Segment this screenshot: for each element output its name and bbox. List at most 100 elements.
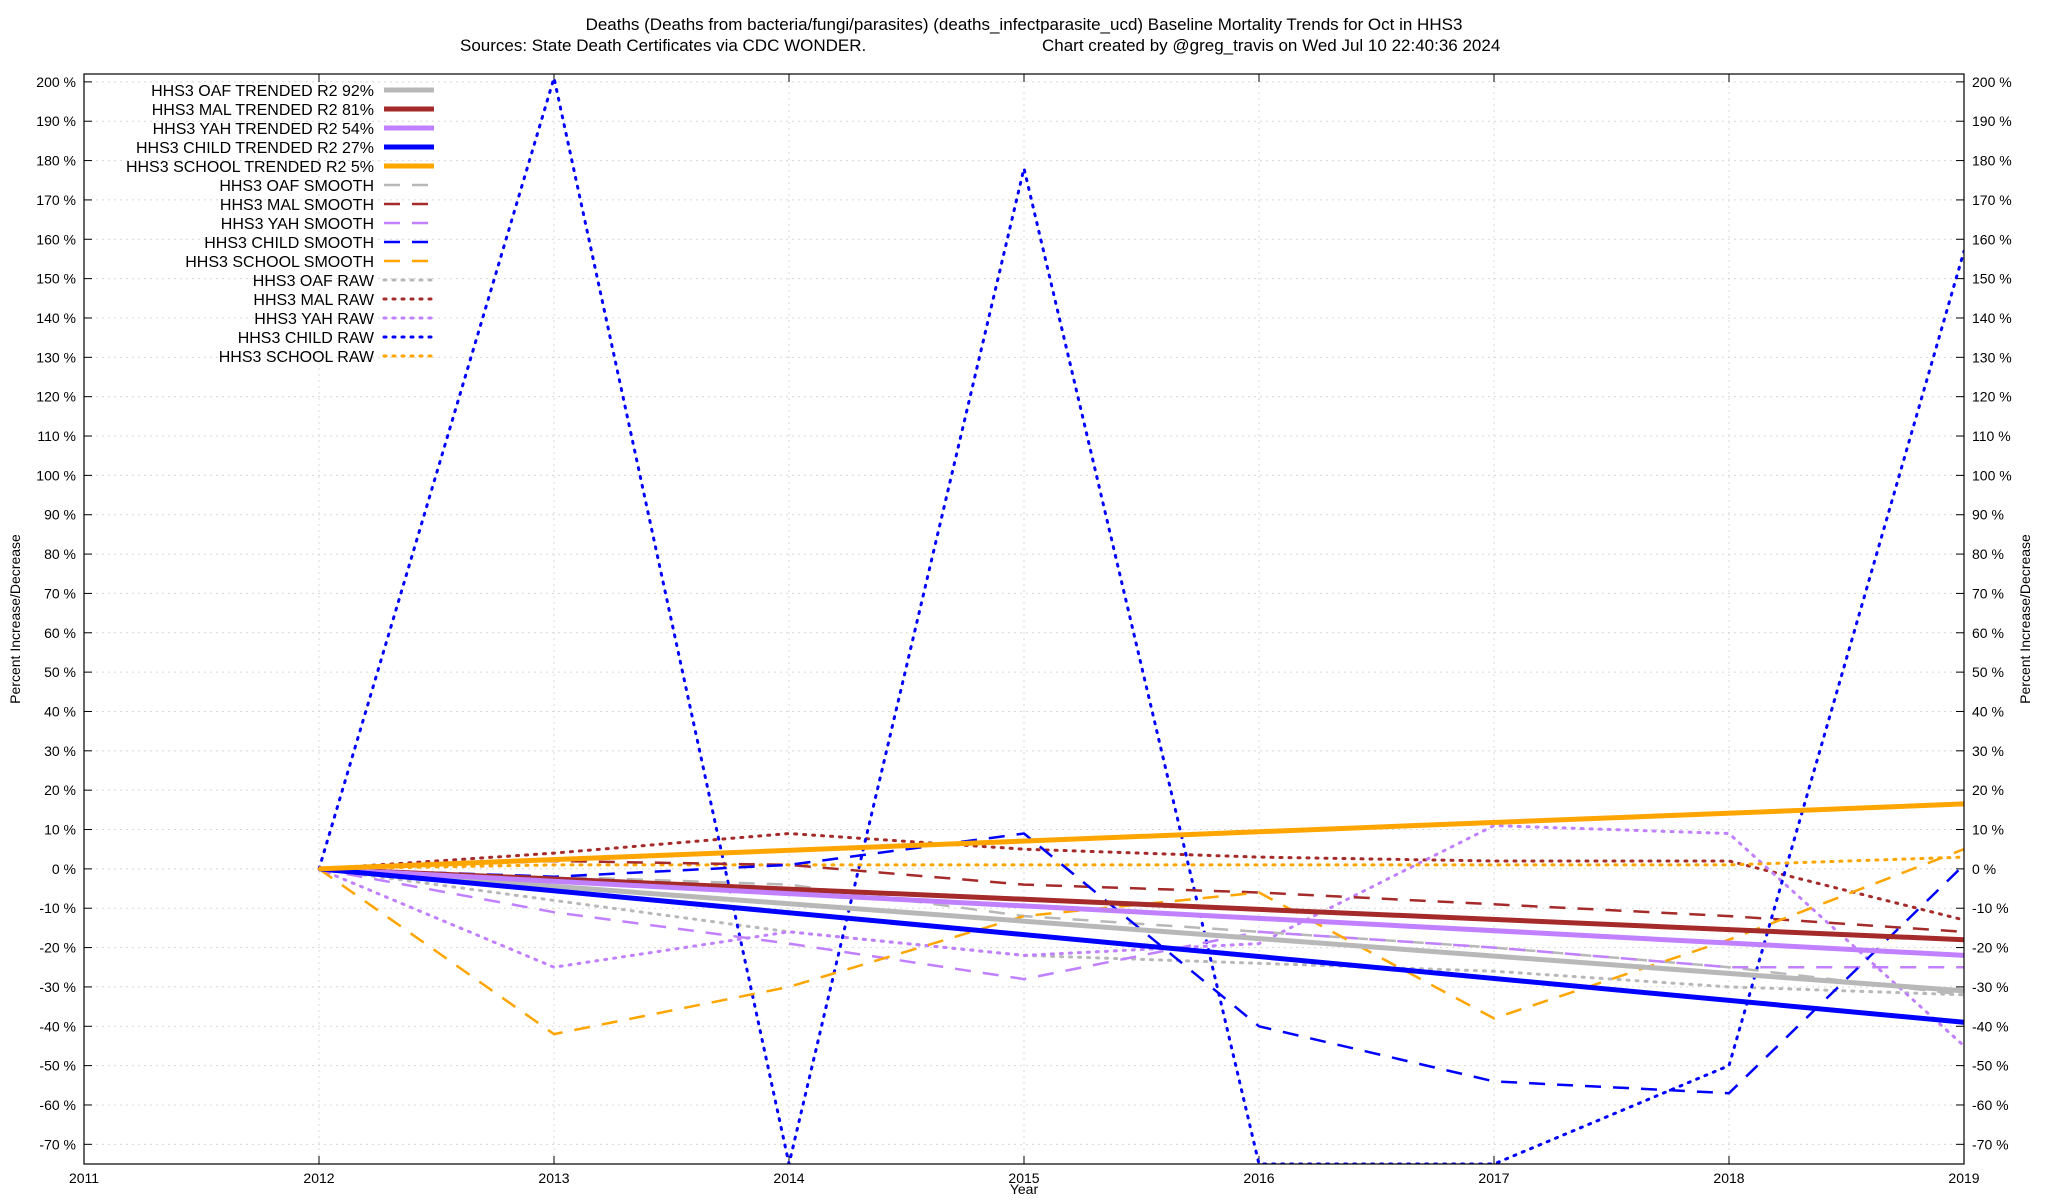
x-tick-label: 2019 <box>1948 1170 1979 1186</box>
y-axis-right-ticks: 200 % 190 % 180 % 170 % 160 % 150 % 140 % 130 %… <box>1956 74 2012 1152</box>
x-tick-label: 2014 <box>773 1170 804 1186</box>
y-tick-label-right: 190 % <box>1972 113 2012 129</box>
y-tick-label-left: 20 % <box>44 782 76 798</box>
y-tick-label-left: 0 % <box>52 861 76 877</box>
y-tick-label-right: 70 % <box>1972 585 2004 601</box>
series-line-12 <box>317 824 1964 1048</box>
y-tick-label-left: 140 % <box>36 310 76 326</box>
chart-title: Deaths (Deaths from bacteria/fungi/paras… <box>586 15 1463 34</box>
y-tick-label-right: 60 % <box>1972 625 2004 641</box>
y-tick-label-left: 40 % <box>44 703 76 719</box>
legend-label: HHS3 OAF TRENDED R2 92% <box>151 83 374 100</box>
y-tick-label-left: -70 % <box>39 1136 76 1152</box>
y-tick-label-right: 200 % <box>1972 74 2012 90</box>
legend-label: HHS3 CHILD TRENDED R2 27% <box>136 140 374 157</box>
y-axis-label-left: Percent Increase/Decrease <box>7 534 23 704</box>
legend-label: HHS3 YAH RAW <box>254 311 375 328</box>
legend-label: HHS3 MAL SMOOTH <box>220 197 374 214</box>
y-axis-left-ticks: 200 % 190 % 180 % 170 % 160 % 150 % 140 % 130 %… <box>36 74 92 1152</box>
y-tick-label-right: 130 % <box>1972 349 2012 365</box>
y-tick-label-left: 50 % <box>44 664 76 680</box>
y-tick-label-left: 120 % <box>36 389 76 405</box>
y-tick-label-right: 110 % <box>1972 428 2011 444</box>
y-tick-label-right: 40 % <box>1972 703 2004 719</box>
y-tick-label-right: 170 % <box>1972 192 2012 208</box>
y-tick-label-left: 80 % <box>44 546 76 562</box>
legend-label: HHS3 CHILD SMOOTH <box>204 235 374 252</box>
x-tick-label: 2017 <box>1478 1170 1509 1186</box>
y-tick-label-left: -40 % <box>39 1018 76 1034</box>
y-tick-label-left: 150 % <box>36 271 76 287</box>
y-tick-label-left: 60 % <box>44 625 76 641</box>
legend-label: HHS3 YAH SMOOTH <box>221 216 374 233</box>
x-tick-label: 2012 <box>303 1170 334 1186</box>
y-tick-label-right: 140 % <box>1972 310 2012 326</box>
y-tick-label-right: 120 % <box>1972 389 2012 405</box>
series-line-1 <box>318 866 1964 943</box>
x-tick-label: 2018 <box>1713 1170 1744 1186</box>
y-tick-label-right: 150 % <box>1972 271 2012 287</box>
legend-label: HHS3 SCHOOL TRENDED R2 5% <box>126 159 374 176</box>
y-tick-label-right: -50 % <box>1972 1058 2009 1074</box>
series-line-6 <box>318 859 1964 934</box>
y-tick-label-right: 50 % <box>1972 664 2004 680</box>
y-tick-label-left: 90 % <box>44 507 76 523</box>
x-axis-label: Year <box>1010 1181 1039 1197</box>
y-tick-label-right: -10 % <box>1972 900 2009 916</box>
y-tick-label-left: 200 % <box>36 74 76 90</box>
y-tick-label-left: -30 % <box>39 979 76 995</box>
y-tick-label-left: 160 % <box>36 231 76 247</box>
series-line-10 <box>317 867 1964 997</box>
y-tick-label-left: 10 % <box>44 822 76 838</box>
y-tick-label-right: 20 % <box>1972 782 2004 798</box>
series-group <box>317 76 1964 1164</box>
y-tick-label-left: -20 % <box>39 940 76 956</box>
x-tick-label: 2013 <box>538 1170 569 1186</box>
y-tick-label-right: -20 % <box>1972 940 2009 956</box>
legend-label: HHS3 OAF RAW <box>253 273 375 290</box>
legend-label: HHS3 MAL RAW <box>253 292 375 309</box>
series-line-2 <box>318 866 1964 958</box>
grid <box>83 74 1965 1164</box>
y-tick-label-right: -30 % <box>1972 979 2009 995</box>
y-tick-label-left: 180 % <box>36 153 76 169</box>
series-line-0 <box>318 866 1964 994</box>
y-tick-label-left: -50 % <box>39 1058 76 1074</box>
legend-label: HHS3 CHILD RAW <box>238 330 375 347</box>
legend-label: HHS3 YAH TRENDED R2 54% <box>153 121 374 138</box>
y-tick-label-left: 70 % <box>44 585 76 601</box>
y-tick-label-left: 130 % <box>36 349 76 365</box>
legend-label: HHS3 SCHOOL SMOOTH <box>185 254 374 271</box>
y-tick-label-right: -60 % <box>1972 1097 2009 1113</box>
y-tick-label-left: 30 % <box>44 743 76 759</box>
series-line-4 <box>318 801 1964 872</box>
y-tick-label-right: 100 % <box>1972 467 2012 483</box>
y-tick-label-right: 30 % <box>1972 743 2004 759</box>
series-line-3 <box>318 866 1964 1025</box>
y-tick-label-left: 100 % <box>36 467 76 483</box>
y-tick-label-right: 80 % <box>1972 546 2004 562</box>
plot-frame <box>83 73 1965 1165</box>
x-tick-label: 2015 <box>1008 1170 1039 1186</box>
legend-label: HHS3 OAF SMOOTH <box>219 178 374 195</box>
series-line-13 <box>317 76 1964 1164</box>
y-tick-label-left: 170 % <box>36 192 76 208</box>
x-tick-label: 2016 <box>1243 1170 1274 1186</box>
y-axis-label-right: Percent Increase/Decrease <box>2017 534 2033 704</box>
y-tick-label-right: -70 % <box>1972 1136 2009 1152</box>
legend-label: HHS3 MAL TRENDED R2 81% <box>152 102 374 119</box>
y-tick-label-right: 180 % <box>1972 153 2012 169</box>
y-tick-label-left: -60 % <box>39 1097 76 1113</box>
x-tick-label: 2011 <box>69 1170 99 1186</box>
y-tick-label-left: -10 % <box>39 900 76 916</box>
y-tick-label-right: 10 % <box>1972 822 2004 838</box>
y-tick-label-right: 90 % <box>1972 507 2004 523</box>
series-line-7 <box>318 867 1964 981</box>
y-tick-label-right: 160 % <box>1972 231 2012 247</box>
y-tick-label-left: 190 % <box>36 113 76 129</box>
legend: HHS3 OAF TRENDED R2 92% HHS3 MAL TRENDED … <box>126 83 436 366</box>
chart-source: Sources: State Death Certificates via CD… <box>460 36 866 55</box>
legend-label: HHS3 SCHOOL RAW <box>219 349 375 366</box>
y-tick-label-right: 0 % <box>1972 861 1996 877</box>
